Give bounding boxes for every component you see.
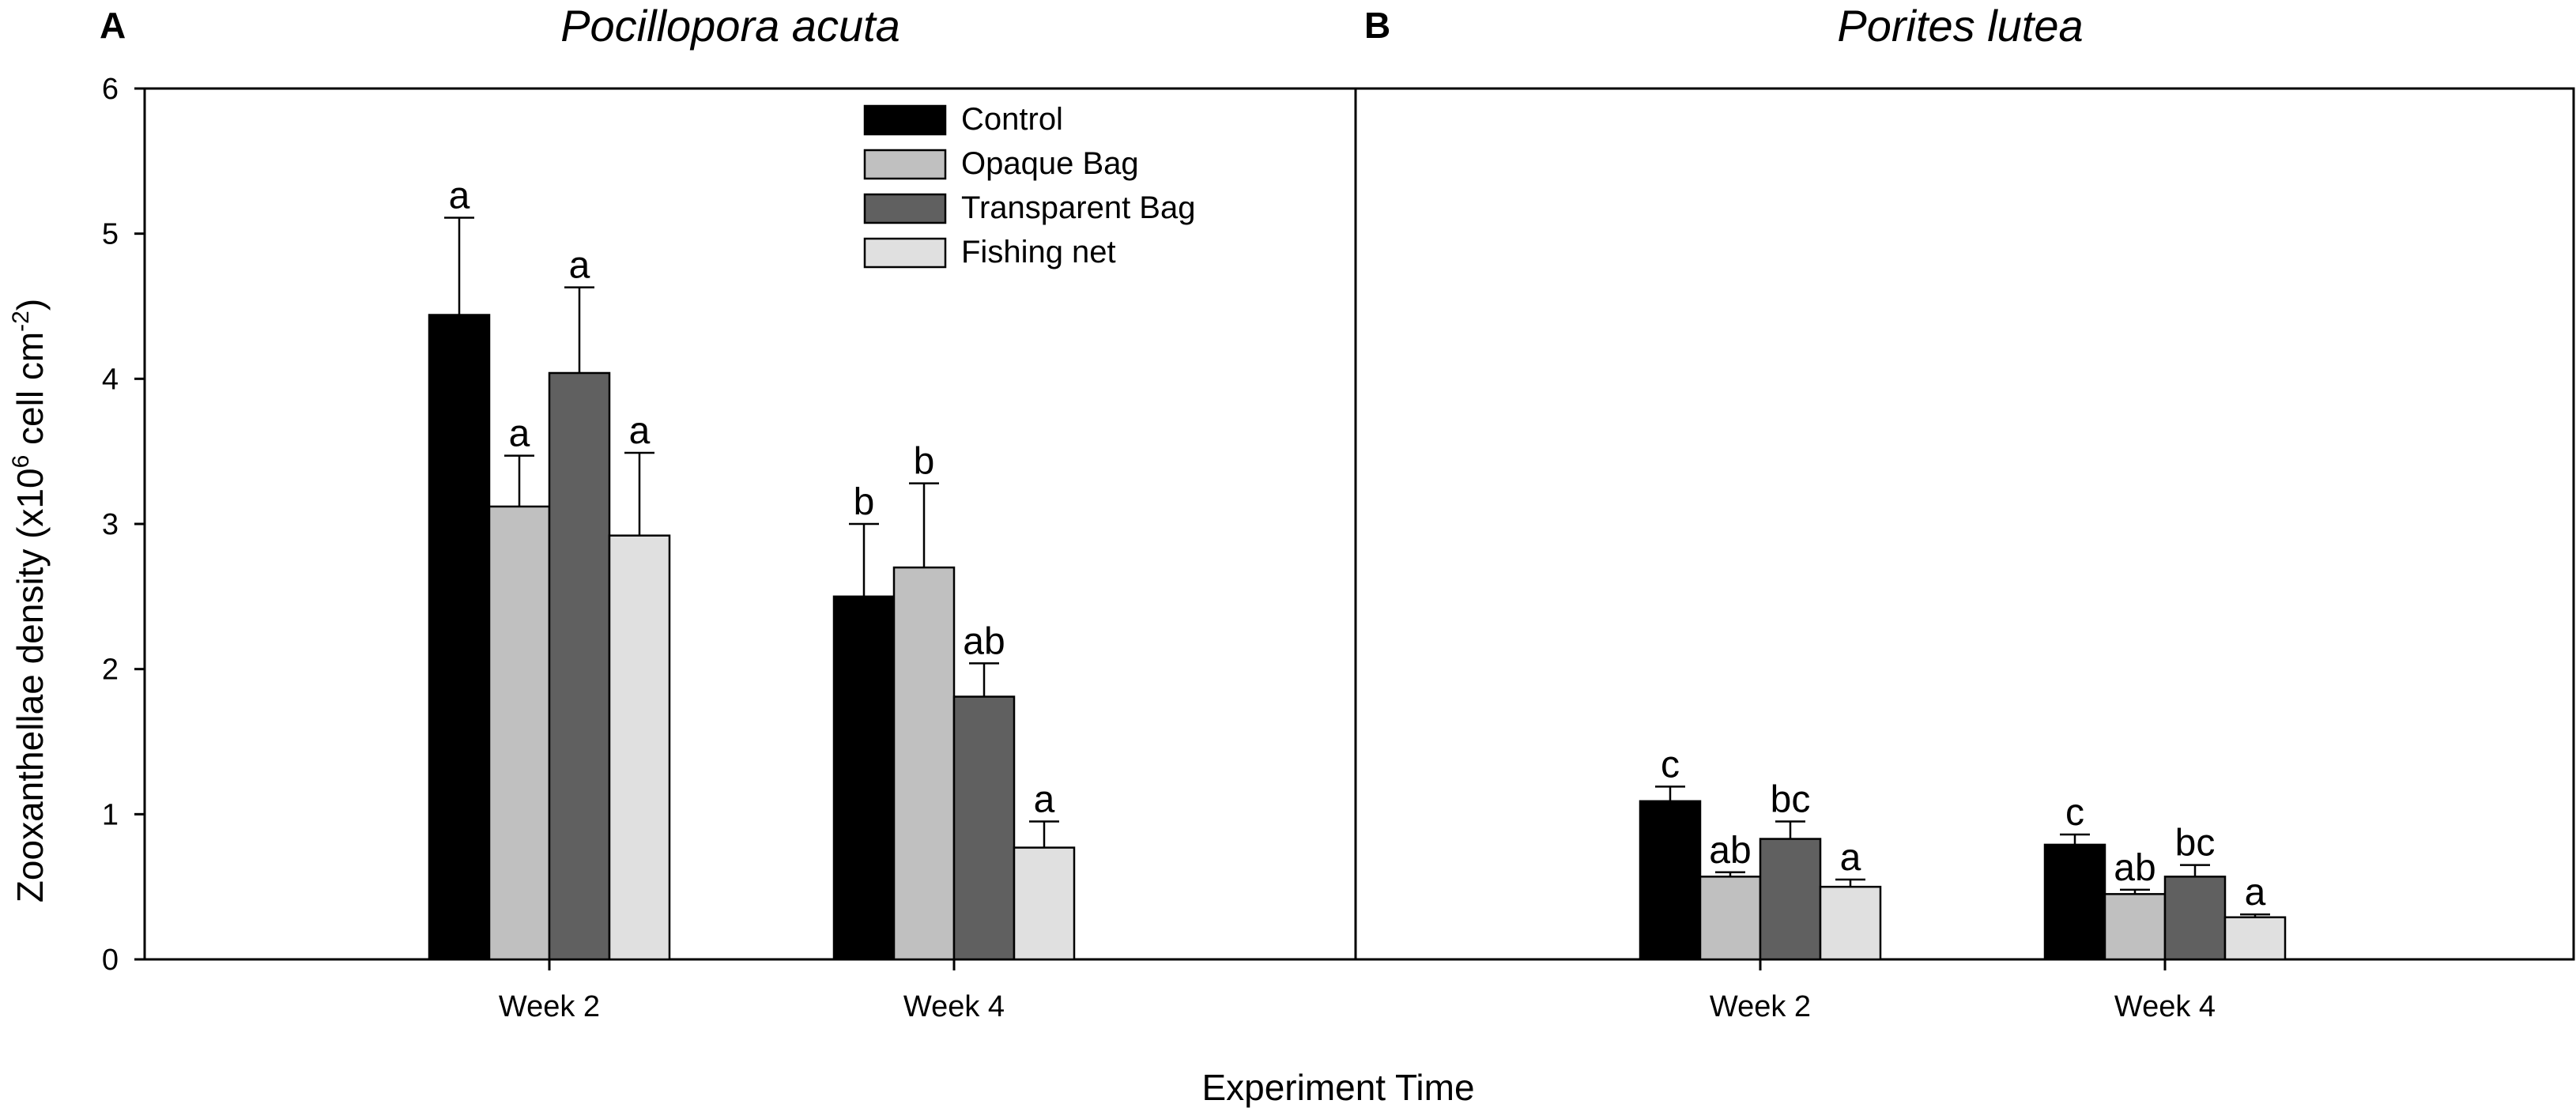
significance-letter: a: [629, 410, 651, 452]
significance-letter: c: [2065, 792, 2084, 834]
legend-swatch: [863, 193, 947, 224]
significance-letter: ab: [2114, 847, 2155, 889]
bar-opaque-bag: [488, 505, 551, 961]
significance-letter: ab: [1709, 830, 1751, 872]
significance-letter: c: [1661, 744, 1680, 786]
bar-control: [1639, 800, 1702, 961]
significance-letter: a: [509, 413, 530, 455]
bar-control: [832, 595, 896, 961]
significance-letter: bc: [2175, 823, 2216, 865]
y-tick-label: 5: [102, 218, 119, 251]
significance-letter: a: [449, 175, 470, 217]
bar-fishing-net: [1819, 885, 1882, 961]
y-axis: 0 1 2 3 4 5 6: [102, 73, 146, 977]
x-tick-label: Week 4: [903, 990, 1005, 1023]
y-tick-label: 6: [102, 73, 119, 106]
y-tick-label: 1: [102, 798, 119, 831]
bar-transparent-bag: [1759, 838, 1822, 961]
bar-fishing-net: [608, 534, 671, 961]
bar-fishing-net: [1013, 846, 1076, 961]
legend-label: Control: [961, 102, 1063, 137]
panel-frame: [1354, 87, 2575, 961]
significance-letter: a: [569, 245, 590, 287]
legend-swatch: [863, 149, 947, 180]
x-tick-label: Week 2: [499, 990, 600, 1023]
panel-letter: B: [1364, 5, 1390, 46]
bar-control: [2043, 843, 2106, 961]
bar-transparent-bag: [952, 695, 1016, 961]
panel-title: Porites lutea: [1837, 1, 2083, 51]
significance-letter: b: [914, 441, 935, 483]
bar-opaque-bag: [892, 566, 956, 961]
bar-fishing-net: [2223, 916, 2287, 961]
panel-title: Pocillopora acuta: [560, 1, 900, 51]
bar-control: [428, 314, 491, 961]
bar-transparent-bag: [2163, 876, 2227, 961]
legend-swatch: [863, 237, 947, 269]
y-tick-label: 2: [102, 654, 119, 687]
legend-label: Opaque Bag: [961, 146, 1139, 181]
significance-letter: b: [854, 481, 875, 523]
legend-swatch: [863, 104, 947, 136]
bar-opaque-bag: [2103, 893, 2167, 961]
panel-a: A Pocillopora acuta Week 2 a a a a Week 4 bb ab a: [100, 1, 1357, 1023]
x-axis-title: Experiment Time: [1201, 1067, 1474, 1108]
panel-letter: A: [100, 5, 126, 46]
significance-letter: a: [1840, 837, 1861, 879]
y-axis-title: Zooxanthellae density (x106 cell cm-2): [8, 299, 51, 902]
x-tick-label: Week 4: [2114, 990, 2216, 1023]
y-tick-label: 0: [102, 944, 119, 977]
legend-label: Fishing net: [961, 235, 1116, 269]
significance-letter: ab: [963, 620, 1005, 662]
significance-letter: a: [2245, 872, 2266, 914]
legend-label: Transparent Bag: [961, 190, 1195, 225]
y-tick-label: 4: [102, 363, 119, 396]
bar-transparent-bag: [548, 371, 611, 961]
significance-letter: bc: [1771, 779, 1811, 821]
legend: Control Opaque Bag Transparent Bag Fishing …: [863, 102, 1195, 269]
x-tick-label: Week 2: [1710, 990, 1811, 1023]
significance-letter: a: [1034, 779, 1055, 821]
y-tick-label: 3: [102, 508, 119, 541]
bar-opaque-bag: [1699, 876, 1762, 961]
